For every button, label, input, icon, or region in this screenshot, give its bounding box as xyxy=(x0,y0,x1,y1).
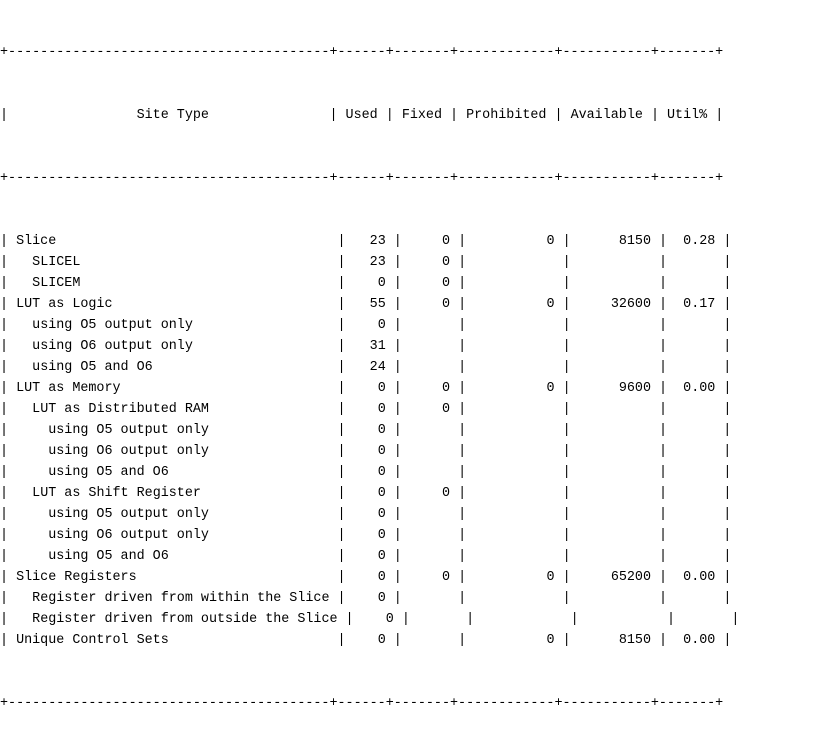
table-row: | using O5 and O6 | 24 | | | | | xyxy=(0,360,732,375)
available-cell: 9600 xyxy=(618,381,651,396)
site-type-cell: SLICEM xyxy=(32,276,81,291)
table-row: | SLICEM | 0 | 0 | | | | xyxy=(0,276,732,291)
used-cell: 0 xyxy=(377,423,386,438)
table-row: | LUT as Shift Register | 0 | 0 | | | | xyxy=(0,486,732,501)
used-cell: 23 xyxy=(369,234,386,249)
table-row: | using O6 output only | 0 | | | | | xyxy=(0,444,732,459)
table-body: | Slice | 23 | 0 | 0 | 8150 | 0.28 | | SL… xyxy=(0,231,739,651)
utilization-report-table: +---------------------------------------… xyxy=(0,45,739,711)
util-cell: 0.00 xyxy=(683,633,716,648)
fixed-cell: 0 xyxy=(442,234,451,249)
available-cell: 8150 xyxy=(618,234,651,249)
table-row: | using O6 output only | 31 | | | | | xyxy=(0,339,732,354)
util-cell: 0.00 xyxy=(683,381,716,396)
fixed-cell: 0 xyxy=(442,297,451,312)
available-cell: 32600 xyxy=(610,297,651,312)
header-site-type: Site Type xyxy=(136,108,209,123)
site-type-cell: Slice xyxy=(16,234,57,249)
site-type-cell: using O6 output only xyxy=(32,339,193,354)
table-row: | using O5 output only | 0 | | | | | xyxy=(0,507,732,522)
table-top-border: +---------------------------------------… xyxy=(0,45,724,60)
site-type-cell: using O5 and O6 xyxy=(32,360,153,375)
util-cell: 0.17 xyxy=(683,297,716,312)
table-row: | Unique Control Sets | 0 | | 0 | 8150 |… xyxy=(0,633,732,648)
used-cell: 0 xyxy=(377,528,386,543)
header-available: Available xyxy=(570,108,643,123)
used-cell: 0 xyxy=(377,318,386,333)
site-type-cell: Register driven from within the Slice xyxy=(32,591,330,606)
prohibited-cell: 0 xyxy=(546,381,555,396)
util-cell: 0.00 xyxy=(683,570,716,585)
util-cell: 0.28 xyxy=(683,234,716,249)
used-cell: 24 xyxy=(369,360,386,375)
used-cell: 0 xyxy=(377,402,386,417)
prohibited-cell: 0 xyxy=(546,633,555,648)
header-used: Used xyxy=(345,108,378,123)
site-type-cell: SLICEL xyxy=(32,255,81,270)
prohibited-cell: 0 xyxy=(546,570,555,585)
table-row: | using O5 and O6 | 0 | | | | | xyxy=(0,465,732,480)
prohibited-cell: 0 xyxy=(546,234,555,249)
table-row: | LUT as Logic | 55 | 0 | 0 | 32600 | 0.… xyxy=(0,297,732,312)
site-type-cell: Slice Registers xyxy=(16,570,137,585)
site-type-cell: using O5 and O6 xyxy=(48,465,169,480)
used-cell: 0 xyxy=(377,276,386,291)
used-cell: 0 xyxy=(377,465,386,480)
table-row: | SLICEL | 23 | 0 | | | | xyxy=(0,255,732,270)
table-bottom-border: +---------------------------------------… xyxy=(0,696,724,711)
used-cell: 0 xyxy=(377,633,386,648)
header-prohibited: Prohibited xyxy=(466,108,547,123)
site-type-cell: LUT as Logic xyxy=(16,297,113,312)
used-cell: 0 xyxy=(377,444,386,459)
used-cell: 0 xyxy=(377,591,386,606)
fixed-cell: 0 xyxy=(442,381,451,396)
site-type-cell: using O5 output only xyxy=(48,423,209,438)
used-cell: 0 xyxy=(377,549,386,564)
fixed-cell: 0 xyxy=(442,486,451,501)
site-type-cell: Register driven from outside the Slice xyxy=(32,612,338,627)
site-type-cell: using O6 output only xyxy=(48,528,209,543)
header-fixed: Fixed xyxy=(401,108,442,123)
table-row: | Slice Registers | 0 | 0 | 0 | 65200 | … xyxy=(0,570,732,585)
prohibited-cell: 0 xyxy=(546,297,555,312)
used-cell: 0 xyxy=(377,570,386,585)
used-cell: 0 xyxy=(377,486,386,501)
used-cell: 0 xyxy=(377,381,386,396)
used-cell: 55 xyxy=(369,297,386,312)
fixed-cell: 0 xyxy=(442,570,451,585)
table-header-border: +---------------------------------------… xyxy=(0,171,724,186)
table-row: | using O6 output only | 0 | | | | | xyxy=(0,528,732,543)
site-type-cell: LUT as Memory xyxy=(16,381,121,396)
table-row: | LUT as Distributed RAM | 0 | 0 | | | | xyxy=(0,402,732,417)
used-cell: 31 xyxy=(369,339,386,354)
site-type-cell: LUT as Distributed RAM xyxy=(32,402,209,417)
table-row: | using O5 output only | 0 | | | | | xyxy=(0,318,732,333)
site-type-cell: LUT as Shift Register xyxy=(32,486,201,501)
used-cell: 0 xyxy=(385,612,394,627)
table-row: | using O5 output only | 0 | | | | | xyxy=(0,423,732,438)
site-type-cell: using O6 output only xyxy=(48,444,209,459)
site-type-cell: using O5 and O6 xyxy=(48,549,169,564)
fixed-cell: 0 xyxy=(442,402,451,417)
site-type-cell: Unique Control Sets xyxy=(16,633,169,648)
available-cell: 8150 xyxy=(618,633,651,648)
fixed-cell: 0 xyxy=(442,255,451,270)
table-row: | Register driven from outside the Slice… xyxy=(0,612,740,627)
table-row: | Register driven from within the Slice … xyxy=(0,591,732,606)
table-row: | using O5 and O6 | 0 | | | | | xyxy=(0,549,732,564)
site-type-cell: using O5 output only xyxy=(48,507,209,522)
site-type-cell: using O5 output only xyxy=(32,318,193,333)
fixed-cell: 0 xyxy=(442,276,451,291)
used-cell: 0 xyxy=(377,507,386,522)
table-header-row: | Site Type | Used | Fixed | Prohibited … xyxy=(0,108,724,123)
available-cell: 65200 xyxy=(610,570,652,585)
header-util: Util% xyxy=(667,108,708,123)
used-cell: 23 xyxy=(369,255,386,270)
table-row: | LUT as Memory | 0 | 0 | 0 | 9600 | 0.0… xyxy=(0,381,732,396)
table-row: | Slice | 23 | 0 | 0 | 8150 | 0.28 | xyxy=(0,234,732,249)
